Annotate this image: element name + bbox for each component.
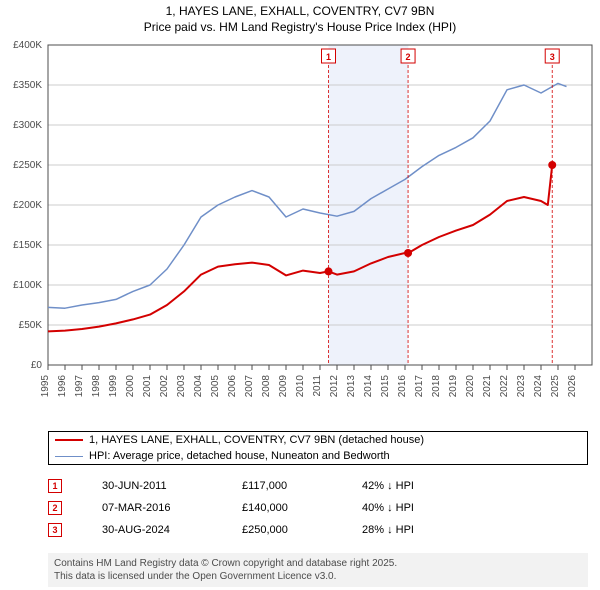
legend-item: HPI: Average price, detached house, Nune…	[49, 448, 587, 464]
svg-text:2005: 2005	[210, 375, 221, 398]
svg-text:2019: 2019	[448, 375, 459, 398]
sale-price: £117,000	[242, 480, 362, 492]
legend-label: HPI: Average price, detached house, Nune…	[89, 450, 390, 462]
sales-row: 3 30-AUG-2024£250,00028% ↓ HPI	[48, 519, 588, 541]
svg-text:2018: 2018	[431, 375, 442, 398]
svg-text:£150K: £150K	[13, 240, 42, 251]
attribution-line2: This data is licensed under the Open Gov…	[54, 570, 582, 583]
chart-title: 1, HAYES LANE, EXHALL, COVENTRY, CV7 9BN…	[0, 0, 600, 35]
sale-price: £140,000	[242, 502, 362, 514]
sale-date: 30-AUG-2024	[102, 524, 242, 536]
sale-date: 07-MAR-2016	[102, 502, 242, 514]
svg-text:3: 3	[550, 52, 555, 62]
svg-text:£0: £0	[31, 360, 43, 371]
svg-text:£50K: £50K	[19, 320, 43, 331]
svg-text:2000: 2000	[125, 375, 136, 398]
attribution: Contains HM Land Registry data © Crown c…	[48, 553, 588, 587]
svg-text:£100K: £100K	[13, 280, 42, 291]
svg-text:2002: 2002	[159, 375, 170, 398]
svg-text:2023: 2023	[516, 375, 527, 398]
svg-text:2015: 2015	[380, 375, 391, 398]
chart-area: £0 £50K £100K £150K £200K £250K £300K £350K £400…	[0, 35, 600, 425]
legend-swatch	[55, 439, 83, 441]
legend-swatch	[55, 456, 83, 457]
legend-item: 1, HAYES LANE, EXHALL, COVENTRY, CV7 9BN…	[49, 432, 587, 448]
svg-text:£350K: £350K	[13, 80, 42, 91]
svg-text:2022: 2022	[499, 375, 510, 398]
sale-diff: 40% ↓ HPI	[362, 502, 482, 514]
sale-marker: 3	[48, 523, 62, 537]
svg-text:2016: 2016	[397, 375, 408, 398]
sale-date: 30-JUN-2011	[102, 480, 242, 492]
svg-text:2012: 2012	[329, 375, 340, 398]
attribution-line1: Contains HM Land Registry data © Crown c…	[54, 557, 582, 570]
svg-text:2025: 2025	[550, 375, 561, 398]
svg-text:£300K: £300K	[13, 120, 42, 131]
svg-text:2020: 2020	[465, 375, 476, 398]
sales-table: 1 30-JUN-2011£117,00042% ↓ HPI 2 07-MAR-201…	[48, 475, 588, 541]
svg-text:2013: 2013	[346, 375, 357, 398]
svg-text:1998: 1998	[91, 375, 102, 398]
sale-price: £250,000	[242, 524, 362, 536]
svg-text:2009: 2009	[278, 375, 289, 398]
svg-text:2017: 2017	[414, 375, 425, 398]
svg-text:2001: 2001	[142, 375, 153, 398]
title-line1: 1, HAYES LANE, EXHALL, COVENTRY, CV7 9BN	[0, 4, 600, 20]
svg-text:2026: 2026	[567, 375, 578, 398]
line-chart: £0 £50K £100K £150K £200K £250K £300K £350K £400…	[0, 35, 600, 425]
svg-text:2010: 2010	[295, 375, 306, 398]
svg-text:2004: 2004	[193, 375, 204, 398]
svg-text:1999: 1999	[108, 375, 119, 398]
svg-text:2011: 2011	[312, 375, 323, 397]
sale-marker: 2	[48, 501, 62, 515]
svg-text:2021: 2021	[482, 375, 493, 398]
svg-text:2014: 2014	[363, 375, 374, 398]
svg-text:2008: 2008	[261, 375, 272, 398]
sales-row: 1 30-JUN-2011£117,00042% ↓ HPI	[48, 475, 588, 497]
svg-text:1: 1	[326, 52, 331, 62]
svg-text:2006: 2006	[227, 375, 238, 398]
sale-diff: 42% ↓ HPI	[362, 480, 482, 492]
svg-text:2: 2	[406, 52, 411, 62]
svg-text:2024: 2024	[533, 375, 544, 398]
sale-diff: 28% ↓ HPI	[362, 524, 482, 536]
legend-label: 1, HAYES LANE, EXHALL, COVENTRY, CV7 9BN…	[89, 434, 424, 446]
svg-text:£250K: £250K	[13, 160, 42, 171]
legend: 1, HAYES LANE, EXHALL, COVENTRY, CV7 9BN…	[48, 431, 588, 465]
svg-text:2003: 2003	[176, 375, 187, 398]
svg-text:2007: 2007	[244, 375, 255, 398]
sale-marker: 1	[48, 479, 62, 493]
svg-text:1995: 1995	[40, 375, 51, 398]
sales-row: 2 07-MAR-2016£140,00040% ↓ HPI	[48, 497, 588, 519]
svg-text:1996: 1996	[57, 375, 68, 398]
svg-text:1997: 1997	[74, 375, 85, 398]
svg-text:£200K: £200K	[13, 200, 42, 211]
title-line2: Price paid vs. HM Land Registry's House …	[0, 20, 600, 36]
svg-text:£400K: £400K	[13, 40, 42, 51]
